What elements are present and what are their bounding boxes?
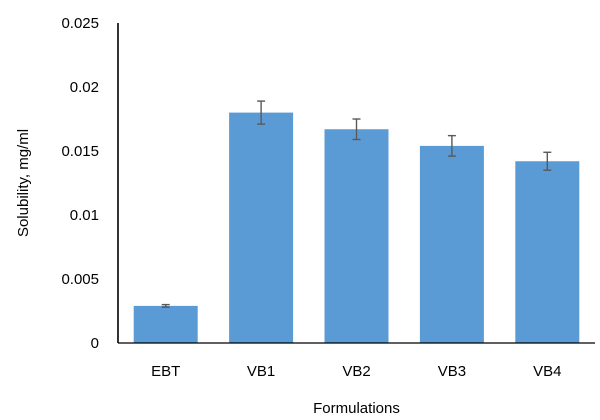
x-tick-label: VB1 (247, 363, 275, 380)
y-tick-label: 0.005 (61, 271, 99, 288)
error-bar-ebt (161, 303, 170, 308)
error-bar-vb2 (352, 118, 361, 141)
x-tick-label: EBT (151, 363, 180, 380)
bar-vb1 (229, 112, 294, 343)
y-tick-label: 0.015 (61, 143, 99, 160)
y-axis-ticks: 0 0.005 0.01 0.015 0.02 0.025 (61, 15, 99, 352)
y-axis-title: Solubility, mg/ml (15, 129, 32, 237)
error-bar-vb3 (447, 134, 456, 157)
bar-vb4 (515, 161, 580, 343)
bar-vb3 (419, 145, 484, 343)
y-tick-label: 0 (91, 335, 99, 352)
error-bar-vb1 (257, 100, 266, 125)
bar-vb2 (324, 129, 389, 343)
y-tick-label: 0.02 (70, 79, 99, 96)
bar-ebt (133, 305, 198, 343)
error-bar-vb4 (543, 151, 552, 171)
x-tick-label: VB3 (438, 363, 466, 380)
x-tick-label: VB4 (533, 363, 561, 380)
y-tick-label: 0.025 (61, 15, 99, 32)
y-tick-label: 0.01 (70, 207, 99, 224)
x-axis-title: Formulations (313, 400, 400, 417)
error-bars (161, 100, 552, 308)
x-axis-ticks: EBT VB1 VB2 VB3 VB4 (151, 363, 561, 380)
bars (133, 112, 580, 343)
x-tick-label: VB2 (342, 363, 370, 380)
